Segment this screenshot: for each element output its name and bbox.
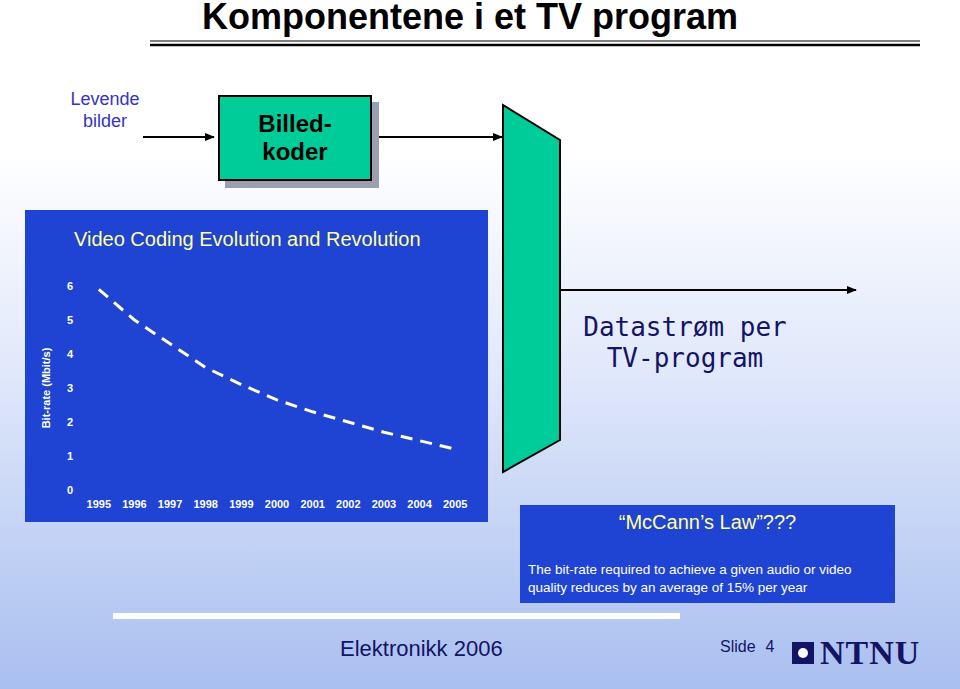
- svg-text:1: 1: [67, 450, 73, 462]
- svg-text:2003: 2003: [372, 498, 396, 510]
- svg-text:Bit-rate (Mbit/s): Bit-rate (Mbit/s): [40, 347, 52, 428]
- html-text:“McCann’s Law”???: “McCann’s Law”???: [618, 511, 797, 533]
- html-text:koder: koder: [262, 138, 328, 165]
- svg-text:2005: 2005: [443, 498, 467, 510]
- svg-text:1998: 1998: [193, 498, 217, 510]
- svg-text:4: 4: [67, 348, 74, 360]
- html-text:TV-program: TV-program: [606, 343, 764, 373]
- svg-text:2002: 2002: [336, 498, 360, 510]
- svg-text:2004: 2004: [407, 498, 432, 510]
- svg-text:2000: 2000: [265, 498, 289, 510]
- svg-text:0: 0: [67, 484, 73, 496]
- svg-text:1995: 1995: [87, 498, 111, 510]
- html-text:Datastrøm per: Datastrøm per: [583, 312, 787, 342]
- svg-text:2: 2: [67, 416, 73, 428]
- svg-text:1999: 1999: [229, 498, 253, 510]
- html-text:Billed-: Billed-: [258, 110, 332, 137]
- html-text:NTNU: NTNU: [820, 634, 921, 671]
- svg-text:1997: 1997: [158, 498, 182, 510]
- html-text:The bit-rate required to achie: The bit-rate required to achieve a given…: [528, 562, 852, 577]
- html-text:bilder: bilder: [83, 111, 127, 131]
- svg-text:2001: 2001: [300, 498, 324, 510]
- html-text:Slide: Slide: [720, 638, 756, 655]
- svg-text:Video Coding Evolution and Rev: Video Coding Evolution and Revolution: [74, 228, 421, 250]
- svg-text:3: 3: [67, 382, 73, 394]
- html-text:Levende: Levende: [70, 89, 140, 109]
- svg-text:1996: 1996: [122, 498, 146, 510]
- svg-text:5: 5: [67, 314, 73, 326]
- html-text:4: 4: [765, 638, 775, 655]
- html-text:quality reduces by an average: quality reduces by an average of 15% per…: [528, 580, 808, 595]
- svg-text:6: 6: [67, 280, 73, 292]
- html-text:Elektronikk 2006: Elektronikk 2006: [340, 636, 503, 661]
